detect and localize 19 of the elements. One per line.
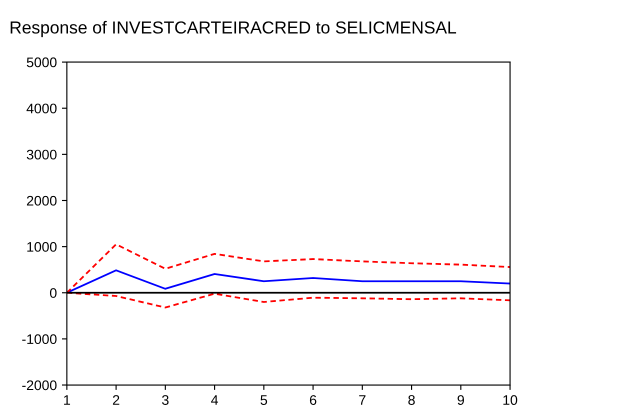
x-tick-label: 10	[503, 395, 518, 405]
x-tick-label: 3	[162, 395, 169, 405]
x-tick-label: 7	[359, 395, 366, 405]
y-tick-label: -2000	[22, 380, 57, 390]
y-tick-label: 0	[50, 288, 57, 298]
y-tick-label: 5000	[26, 57, 57, 68]
x-tick-label: 8	[408, 395, 415, 405]
x-tick-label: 9	[458, 395, 464, 405]
chart-title: Response of INVESTCARTEIRACRED to SELICMENSAL	[10, 20, 456, 38]
y-tick-label: 3000	[26, 150, 57, 160]
y-tick-label: 2000	[26, 196, 57, 206]
y-tick-label: 1000	[27, 242, 57, 252]
x-tick-label: 5	[260, 395, 268, 405]
x-tick-label: 1	[64, 395, 70, 405]
x-tick-label: 6	[310, 395, 316, 405]
y-tick-label: 4000	[26, 104, 57, 114]
y-tick-label: -1000	[22, 334, 57, 344]
x-tick-label: 4	[211, 395, 218, 405]
x-tick-label: 2	[112, 395, 120, 405]
